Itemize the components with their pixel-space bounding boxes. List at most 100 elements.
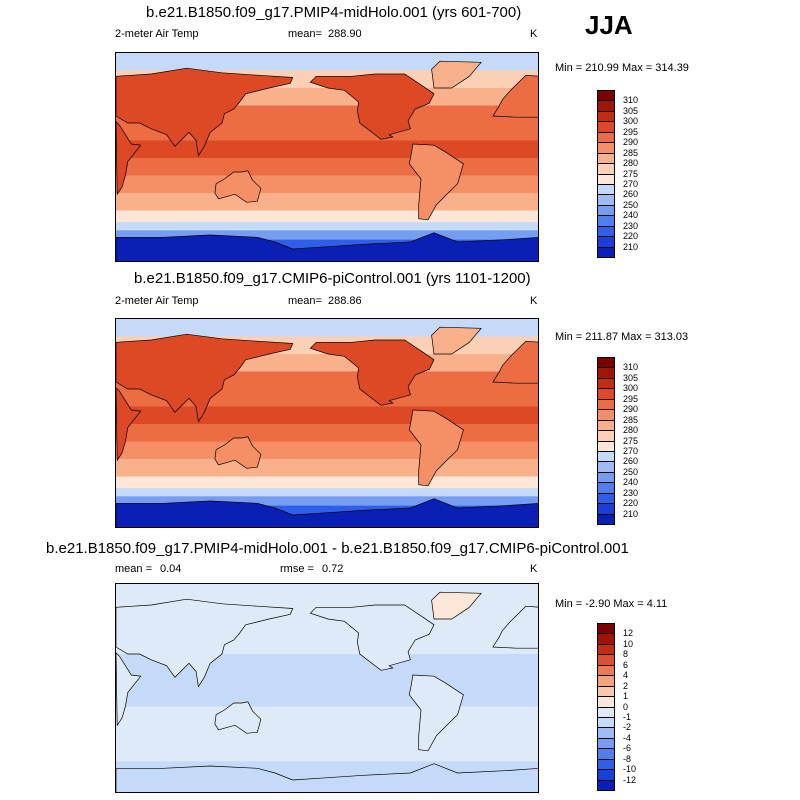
- panel2-colorbar-label: 280: [623, 425, 639, 436]
- panel1-title: b.e21.B1850.f09_g17.PMIP4-midHolo.001 (y…: [146, 4, 522, 21]
- panel2-continent-north-america: [309, 339, 435, 406]
- panel3-colorbar-label: -4: [623, 732, 632, 743]
- panel2-band-90: [116, 319, 538, 338]
- panel1-band-90: [116, 53, 538, 72]
- panel2-colorbar-label: 295: [623, 393, 639, 404]
- panel1-continent-europe-east: [492, 74, 538, 118]
- panel2-continent-greenland: [431, 326, 482, 355]
- panel2-colorbar-label: 285: [623, 414, 639, 425]
- panel2-band-0: [116, 424, 538, 443]
- panel1-continent-eurasia: [116, 67, 294, 157]
- panel3-continent-eurasia: [116, 598, 294, 688]
- panel2-colorbar-label: 310: [623, 362, 639, 373]
- season-label: JJA: [585, 10, 633, 40]
- panel3-colorbar-label: -6: [623, 743, 632, 754]
- panel2-units: K: [530, 295, 538, 307]
- panel3-band-0: [116, 689, 538, 708]
- panel1-band--62: [116, 230, 538, 241]
- panel2-band--30: [116, 459, 538, 478]
- panel3-colorbar-label: -10: [623, 764, 637, 775]
- panel1-band-15: [116, 140, 538, 159]
- panel1-colorbar-swatch: [597, 246, 615, 258]
- panel1-units: K: [530, 28, 538, 40]
- panel1-colorbar-label: 295: [623, 126, 639, 137]
- panel3-continent-north-america: [309, 604, 435, 671]
- panel2-minmax: Min = 211.87 Max = 313.03: [555, 331, 689, 343]
- panel3-band-90: [116, 584, 538, 603]
- panel2-variable-label: 2-meter Air Temp: [115, 295, 199, 307]
- panel3-colorbar: 12 10 8 6 4 2 1 0 -1 -2 -4 -6 -8 -10 -12: [597, 623, 636, 791]
- panel2-band--62: [116, 496, 538, 507]
- panel1-band--15: [116, 175, 538, 194]
- panel2-map: [115, 318, 539, 528]
- panel3-rmse-value: 0.72: [322, 563, 344, 575]
- panel3-band--15: [116, 706, 538, 725]
- panel2-band--45: [116, 476, 538, 489]
- panel2-colorbar-label: 220: [623, 498, 639, 509]
- panel1-colorbar-label: 290: [623, 137, 639, 148]
- panel3-title: b.e21.B1850.f09_g17.PMIP4-midHolo.001 - …: [46, 540, 629, 557]
- panel2-band--15: [116, 441, 538, 460]
- panel1-colorbar-label: 240: [623, 210, 639, 221]
- panel2-continent-africa: [116, 387, 142, 462]
- panel3-colorbar-label: 10: [623, 638, 634, 649]
- panel1-continent-africa: [116, 121, 142, 196]
- panel2-continent-south-america: [408, 409, 464, 487]
- panel3-band--62: [116, 761, 538, 772]
- panel3-colorbar-label: -8: [623, 753, 632, 764]
- panel3-continent-antarctica: [116, 763, 538, 792]
- panel2-title: b.e21.B1850.f09_g17.CMIP6-piControl.001 …: [134, 270, 531, 287]
- panel3-band--55: [116, 753, 538, 762]
- panel3-minmax: Min = -2.90 Max = 4.11: [555, 598, 668, 610]
- panel1-band-0: [116, 158, 538, 177]
- panel2-colorbar-label: 240: [623, 477, 639, 488]
- panel2-band--55: [116, 488, 538, 497]
- panel2-colorbar-label: 275: [623, 435, 639, 446]
- panel3-band-15: [116, 671, 538, 690]
- panel3-band--30: [116, 724, 538, 743]
- panel1-continent-south-america: [408, 143, 464, 221]
- panel1-colorbar-label: 310: [623, 95, 639, 106]
- panel1-minmax: Min = 210.99 Max = 314.39: [555, 62, 689, 74]
- panel1-band-30: [116, 123, 538, 142]
- panel2-continent-europe-east: [492, 340, 538, 384]
- panel2-colorbar-label: 305: [623, 372, 639, 383]
- panel1-mean-label: mean=: [288, 28, 322, 40]
- panel1-colorbar: 310 305 300 295 290 285 280 275 270 260 250 240 230 2…: [597, 90, 638, 258]
- panel1-band--45: [116, 210, 538, 223]
- panel3-map-svg: [116, 584, 538, 792]
- panel1-colorbar-label: 230: [623, 220, 639, 231]
- panel1-colorbar-label: 250: [623, 199, 639, 210]
- panel3-continent-south-america: [408, 674, 464, 752]
- panel1-colorbar-label: 280: [623, 158, 639, 169]
- panel1-band--55: [116, 222, 538, 231]
- panel3-colorbar-label: 1: [623, 691, 629, 702]
- panel1-colorbar-label: 285: [623, 147, 639, 158]
- panel3-rmse-label: rmse =: [280, 563, 314, 575]
- panel1-mean-value: 288.90: [328, 28, 362, 40]
- panel1-colorbar-label: 275: [623, 168, 639, 179]
- panel1-continent-greenland: [431, 60, 482, 89]
- panel2-colorbar-label: 260: [623, 456, 639, 467]
- panel3-continent-greenland: [431, 591, 482, 620]
- panel3-colorbar-label: -1: [623, 711, 632, 722]
- panel3-colorbar-label: 6: [623, 659, 629, 670]
- panel3-colorbar-label: 4: [623, 670, 629, 681]
- panel3-mean-label: mean =: [115, 563, 152, 575]
- panel2-mean-label: mean=: [288, 295, 322, 307]
- panel1-colorbar-label: 270: [623, 178, 639, 189]
- panel3-band-30: [116, 654, 538, 673]
- panel1-band--30: [116, 193, 538, 212]
- panel2-colorbar: 310 305 300 295 290 285 280 275 270 260 250 240 230 2…: [597, 357, 638, 525]
- panel1-variable-label: 2-meter Air Temp: [115, 28, 199, 40]
- panel3-colorbar-label: 2: [623, 680, 629, 691]
- panel2-colorbar-label: 270: [623, 445, 639, 456]
- panel2-band-15: [116, 406, 538, 425]
- panel1-colorbar-label: 305: [623, 105, 639, 116]
- panel1-map-svg: [116, 53, 538, 261]
- panel2-map-svg: [116, 319, 538, 527]
- panel3-units: K: [530, 563, 538, 575]
- panel1-colorbar-label: 220: [623, 231, 639, 242]
- panel3-band--45: [116, 741, 538, 754]
- panel2-colorbar-label: 210: [623, 508, 639, 519]
